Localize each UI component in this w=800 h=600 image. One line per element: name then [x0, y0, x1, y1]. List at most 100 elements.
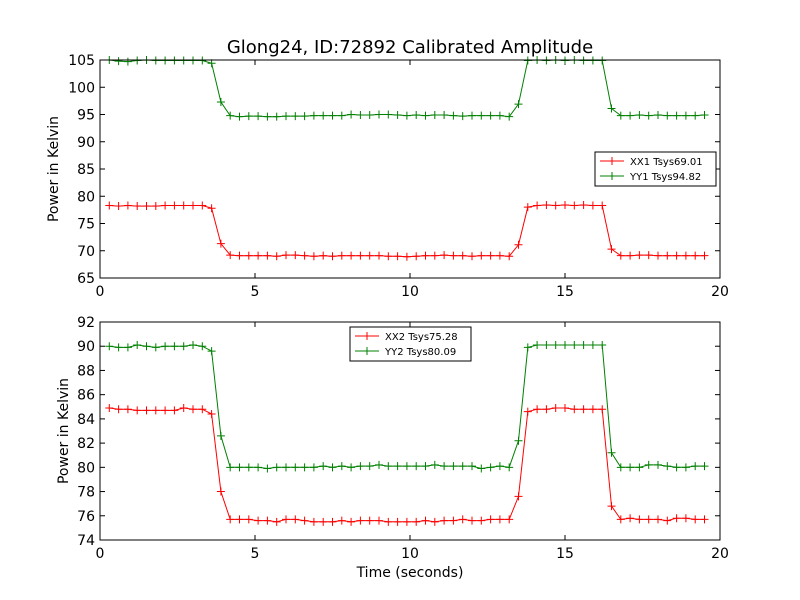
top-data-point [458, 112, 467, 121]
bottom-data-point [291, 515, 300, 524]
bottom-data-point [663, 516, 672, 525]
bottom-data-point [347, 463, 356, 472]
bottom-data-point [263, 516, 272, 525]
bottom-data-point [337, 462, 346, 471]
top-data-point [309, 252, 318, 261]
top-data-point [514, 240, 523, 249]
chart-title: Glong24, ID:72892 Calibrated Amplitude [227, 37, 593, 58]
bottom-data-point [226, 463, 235, 472]
bottom-y-tick-label: 90 [77, 339, 95, 355]
bottom-data-point [700, 515, 709, 524]
top-data-point [607, 104, 616, 113]
bottom-data-point [430, 517, 439, 526]
x-axis-label: Time (seconds) [356, 565, 464, 581]
top-data-point [561, 200, 569, 209]
top-data-point [235, 251, 244, 260]
bottom-data-point [523, 407, 532, 416]
bottom-data-point [235, 463, 244, 472]
top-data-point [402, 111, 411, 120]
bottom-data-point [626, 514, 635, 523]
top-data-point [700, 251, 709, 260]
top-data-point [263, 112, 272, 121]
top-data-point [681, 111, 690, 120]
top-data-point [505, 112, 514, 121]
bottom-data-point [449, 516, 458, 525]
bottom-y-tick-label: 74 [77, 533, 95, 549]
top-data-point [412, 111, 421, 120]
top-data-point [412, 252, 421, 261]
top-data-point [226, 251, 235, 260]
bottom-data-point [216, 431, 225, 440]
bottom-data-point [179, 342, 188, 351]
top-data-point [691, 111, 700, 120]
bottom-y-tick-label: 76 [77, 509, 95, 525]
top-data-point [495, 251, 504, 260]
top-data-point [616, 251, 625, 260]
bottom-data-point [458, 462, 467, 471]
top-data-point [644, 251, 653, 260]
top-data-point [375, 110, 383, 119]
bottom-legend-label: YY2 Tsys80.09 [384, 347, 456, 358]
top-data-point [449, 251, 458, 260]
top-data-point [663, 251, 672, 260]
top-data-point [170, 56, 179, 65]
top-data-point [356, 111, 365, 120]
top-data-point [151, 202, 160, 211]
top-data-point [523, 56, 532, 65]
top-data-point [263, 251, 272, 260]
bottom-data-point [189, 405, 197, 414]
bottom-data-point [486, 463, 495, 472]
bottom-x-tick-label: 15 [556, 546, 574, 562]
top-data-point [449, 111, 458, 120]
bottom-data-point [644, 515, 653, 524]
top-data-point [328, 252, 337, 261]
bottom-data-point [616, 515, 625, 524]
bottom-data-point [189, 341, 197, 350]
bottom-data-point [133, 341, 142, 350]
top-data-point [533, 201, 542, 210]
bottom-data-point [533, 341, 542, 350]
top-data-point [365, 251, 374, 260]
top-data-point [384, 252, 393, 261]
top-data-point [384, 110, 393, 119]
top-y-tick-label: 100 [68, 80, 95, 96]
bottom-series-xx2 [105, 403, 709, 526]
bottom-data-point [579, 341, 588, 350]
top-data-point [607, 245, 616, 254]
top-data-point [300, 112, 309, 121]
bottom-data-point [328, 517, 337, 526]
top-x-tick-label: 15 [556, 284, 574, 300]
top-data-point [635, 111, 644, 120]
bottom-data-point [505, 463, 514, 472]
bottom-data-point [309, 517, 318, 526]
bottom-series-yy2 [105, 341, 709, 473]
top-data-point [123, 57, 132, 66]
bottom-data-point [226, 515, 235, 524]
bottom-data-point [161, 342, 170, 351]
top-data-point [254, 251, 263, 260]
top-data-point [347, 251, 356, 260]
bottom-y-tick-label: 86 [77, 388, 95, 404]
bottom-x-tick-label: 5 [251, 546, 260, 562]
bottom-data-point [440, 516, 449, 525]
bottom-data-point [272, 463, 281, 472]
bottom-data-point [328, 463, 337, 472]
bottom-legend-marker [363, 332, 371, 340]
bottom-data-point [468, 516, 476, 525]
bottom-legend: XX2 Tsys75.28 YY2 Tsys80.09 [349, 326, 472, 362]
top-series-yy1 [105, 56, 709, 121]
bottom-data-point [244, 463, 253, 472]
top-data-point [133, 202, 142, 211]
top-data-point [356, 251, 365, 260]
top-data-point [170, 201, 179, 210]
top-data-point [588, 56, 597, 65]
top-y-tick-label: 85 [77, 162, 95, 178]
bottom-data-point [691, 515, 700, 524]
top-data-point [142, 202, 151, 211]
bottom-data-point [347, 517, 356, 526]
bottom-data-point [477, 516, 486, 525]
top-data-point [523, 203, 532, 212]
top-data-point [542, 200, 551, 209]
top-data-point [542, 56, 551, 65]
top-data-point [626, 251, 635, 260]
